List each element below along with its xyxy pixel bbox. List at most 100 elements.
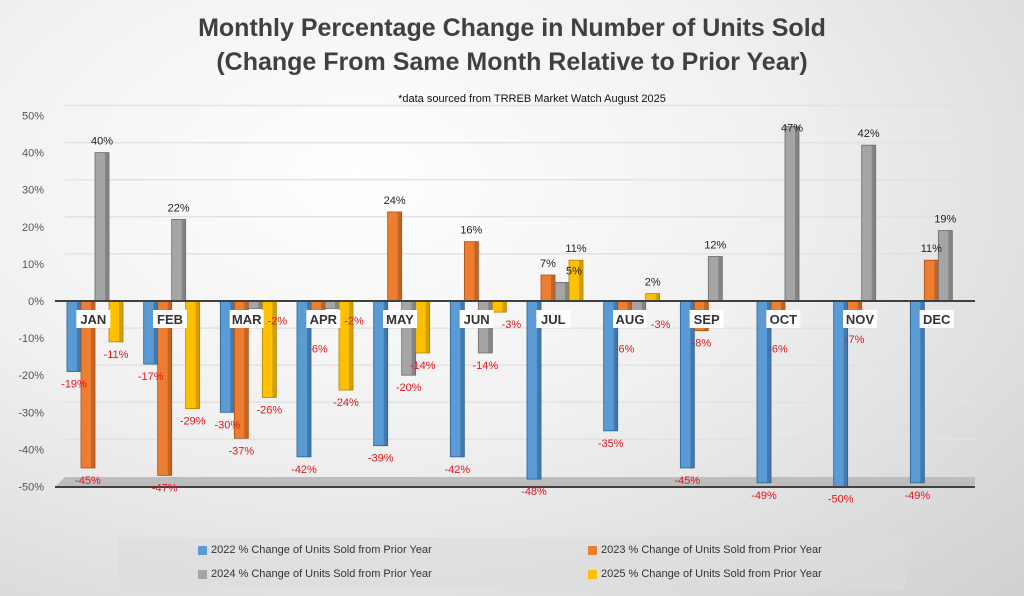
bar-side (474, 241, 479, 301)
data-label: 42% (858, 128, 880, 140)
data-label: -20% (396, 382, 422, 394)
legend-label: 2025 % Change of Units Sold from Prior Y… (601, 568, 822, 580)
data-label: 19% (934, 214, 956, 226)
bar-side (195, 301, 200, 409)
y-tick-label: 20% (22, 222, 44, 234)
bar-side (119, 301, 123, 342)
chart-title: Monthly Percentage Change in Number of U… (198, 14, 826, 42)
category-label: AUG (616, 312, 645, 327)
legend-swatch (198, 569, 207, 579)
bar-side (411, 301, 416, 376)
data-label: -35% (598, 438, 624, 450)
data-label: -2% (268, 315, 288, 327)
bar-side (579, 260, 583, 301)
chart-note: *data sourced from TRREB Market Watch Au… (398, 93, 666, 105)
data-label: -37% (228, 445, 254, 457)
bar-side (537, 301, 541, 480)
y-tick-label: -10% (18, 333, 44, 345)
data-label: -26% (256, 404, 282, 416)
bar-side (258, 301, 263, 309)
category-label-bg (613, 310, 647, 328)
category-label-bg (383, 310, 417, 328)
category-label: OCT (770, 312, 798, 327)
data-label: -49% (904, 490, 930, 502)
data-label: -24% (333, 397, 359, 409)
bar-side (349, 301, 353, 391)
data-label: -29% (180, 416, 206, 428)
category-label: DEC (923, 312, 951, 327)
y-tick-label: 40% (22, 148, 44, 160)
category-label: MAY (386, 312, 414, 327)
category-label-bg (919, 310, 954, 328)
legend-item-2022: 2022 % Change of Units Sold from Prior Y… (198, 544, 432, 556)
y-tick-label: 30% (22, 185, 44, 197)
legend-item-2023: 2023 % Change of Units Sold from Prior Y… (588, 544, 822, 556)
bar-side (690, 301, 695, 468)
data-label: -11% (104, 349, 129, 361)
data-label: -45% (75, 475, 101, 487)
data-label: 22% (168, 202, 190, 214)
data-label: -8% (692, 338, 712, 350)
category-label-bg (459, 310, 494, 328)
data-label: -3% (651, 319, 671, 331)
bar-side (718, 256, 723, 301)
y-tick-label: 0% (28, 296, 44, 308)
data-label: 11% (565, 243, 586, 255)
bar-side (105, 152, 109, 301)
data-label: 5% (566, 265, 582, 277)
data-label: -6% (308, 343, 328, 355)
bar-side (948, 230, 953, 301)
category-label: JAN (80, 312, 106, 327)
bar-side (307, 301, 311, 457)
bar-side (565, 282, 569, 301)
bar-side (843, 301, 848, 487)
bar-side (425, 301, 430, 353)
category-label-bg (229, 310, 264, 328)
data-label: -14% (472, 360, 498, 372)
category-label-bg (766, 310, 801, 328)
data-label: -2% (344, 315, 364, 327)
data-label: -7% (845, 334, 865, 346)
legend-item-2024: 2024 % Change of Units Sold from Prior Y… (198, 568, 432, 580)
data-label: -6% (768, 343, 788, 355)
bar-side (335, 301, 339, 309)
legend-label: 2024 % Change of Units Sold from Prior Y… (211, 568, 432, 580)
y-tick-label: -40% (18, 444, 44, 456)
category-label-bg (153, 310, 187, 328)
legend-item-2025: 2025 % Change of Units Sold from Prior Y… (588, 568, 822, 580)
data-label: 16% (460, 225, 482, 237)
data-label: 2% (645, 277, 661, 289)
y-tick-label: -20% (18, 370, 44, 382)
category-label-bg (689, 310, 724, 328)
data-label: -47% (152, 482, 178, 494)
legend-swatch (588, 569, 597, 579)
bar-side (934, 260, 939, 301)
y-tick-label: -30% (18, 407, 44, 419)
category-label: JUN (464, 312, 490, 327)
legend-label: 2022 % Change of Units Sold from Prior Y… (211, 544, 432, 556)
category-label-bg (843, 310, 877, 328)
bar-side (153, 301, 158, 365)
y-tick-label: -50% (18, 482, 44, 494)
y-tick-label: 10% (22, 259, 44, 271)
category-label: NOV (846, 312, 875, 327)
bar-side (383, 301, 388, 446)
data-label: 7% (540, 258, 556, 270)
bar-side (460, 301, 465, 457)
legend-label: 2023 % Change of Units Sold from Prior Y… (601, 544, 822, 556)
bar-side (613, 301, 618, 431)
bar-side (795, 126, 799, 301)
chart-subtitle: (Change From Same Month Relative to Prio… (216, 48, 808, 76)
bar-side (181, 219, 186, 301)
data-label: -3% (502, 319, 522, 331)
category-label: MAR (232, 312, 262, 327)
data-label: -50% (828, 494, 854, 506)
bar-side (77, 301, 81, 372)
bar-side (272, 301, 277, 398)
category-label-bg (536, 310, 571, 328)
category-label: JUL (541, 312, 566, 327)
data-label: -42% (291, 464, 317, 476)
bar-side (920, 301, 925, 483)
legend-swatch (588, 545, 597, 555)
